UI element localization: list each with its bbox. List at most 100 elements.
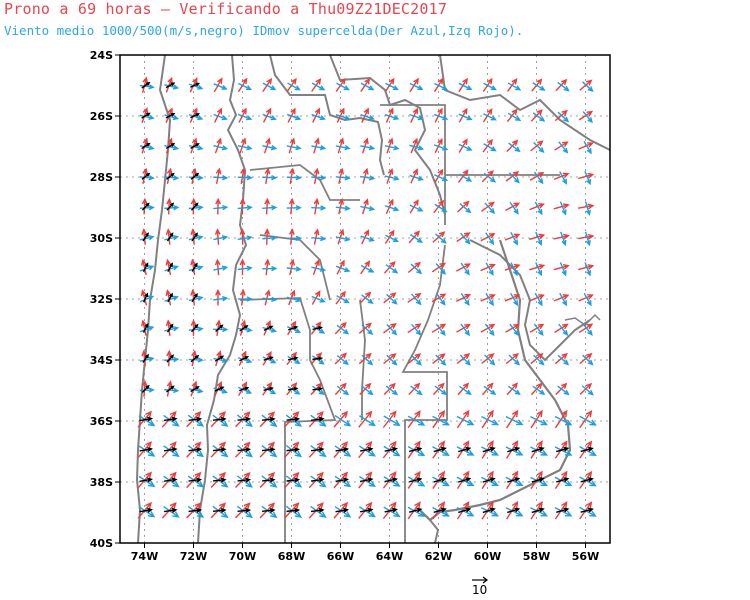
mean-wind-arrow (310, 507, 325, 513)
right-mover-arrow (409, 144, 425, 151)
right-mover-arrow (584, 262, 592, 277)
map-title: Prono a 69 horas – Verificando a Thu09Z2… (4, 0, 448, 18)
right-mover-arrow (432, 506, 450, 517)
mean-wind-arrow (141, 172, 151, 180)
mean-wind-arrow (188, 477, 203, 483)
left-mover-arrow (480, 294, 496, 302)
lat-label: 24S (90, 49, 113, 62)
mean-wind-arrow (335, 507, 350, 513)
right-mover-arrow (434, 203, 448, 213)
right-mover-arrow (335, 113, 351, 121)
right-mover-arrow (360, 235, 375, 242)
mean-wind-arrow (214, 386, 225, 392)
right-mover-arrow (188, 295, 204, 302)
right-mover-arrow (433, 144, 449, 151)
mean-wind-arrow (580, 446, 594, 453)
right-mover-arrow (212, 475, 229, 488)
right-mover-arrow (456, 507, 475, 517)
mean-wind-arrow (261, 507, 276, 513)
right-mover-arrow (460, 293, 470, 307)
left-mover-arrow (289, 167, 295, 185)
right-mover-arrow (262, 386, 277, 395)
right-mover-arrow (410, 385, 423, 396)
left-mover-arrow (554, 323, 569, 333)
right-mover-arrow (383, 476, 401, 487)
mean-wind-arrow (163, 477, 178, 483)
right-mover-arrow (335, 175, 351, 181)
lon-label: 64W (376, 550, 403, 563)
mean-wind-arrow (288, 325, 299, 331)
right-mover-arrow (554, 476, 573, 487)
right-mover-arrow (311, 295, 326, 303)
left-mover-arrow (480, 201, 495, 212)
left-mover-arrow (505, 323, 520, 333)
right-mover-arrow (188, 388, 204, 394)
right-mover-arrow (579, 446, 597, 456)
mean-wind-arrow (335, 447, 350, 452)
right-mover-arrow (409, 174, 424, 181)
right-mover-arrow (335, 144, 351, 151)
right-mover-arrow (237, 296, 253, 302)
right-mover-arrow (310, 475, 327, 488)
right-mover-arrow (484, 202, 496, 215)
right-mover-arrow (285, 475, 303, 488)
left-mover-arrow (166, 197, 173, 215)
lat-label: 34S (90, 354, 113, 367)
right-mover-arrow (384, 175, 400, 181)
mean-wind-arrow (507, 477, 521, 483)
mean-wind-arrow (212, 507, 227, 513)
mean-wind-arrow (409, 477, 423, 483)
right-mover-arrow (164, 295, 179, 302)
right-mover-arrow (237, 357, 253, 364)
right-mover-arrow (410, 263, 423, 275)
wind-vectors (137, 76, 597, 520)
mean-wind-arrow (286, 447, 301, 453)
left-mover-arrow (577, 233, 595, 240)
right-mover-arrow (579, 506, 597, 517)
left-mover-arrow (431, 293, 447, 303)
mean-wind-arrow (188, 416, 203, 422)
paraguay-border (329, 55, 446, 216)
right-mover-arrow (212, 444, 229, 458)
right-mover-arrow (360, 82, 375, 91)
mean-wind-arrow (531, 446, 545, 453)
lon-label: 58W (523, 550, 550, 563)
right-mover-arrow (336, 354, 349, 366)
right-mover-arrow (434, 385, 448, 396)
left-mover-arrow (407, 353, 422, 364)
uruguay-border (469, 239, 591, 362)
left-mover-arrow (553, 203, 570, 210)
right-mover-arrow (534, 201, 543, 216)
right-mover-arrow (560, 231, 567, 247)
left-mover-arrow (140, 319, 147, 336)
right-mover-arrow (505, 507, 524, 517)
right-mover-arrow (164, 114, 180, 121)
mean-wind-arrow (433, 446, 447, 453)
left-mover-arrow (141, 380, 148, 397)
left-mover-arrow (264, 228, 271, 245)
left-mover-arrow (529, 263, 546, 271)
mean-wind-arrow (409, 507, 423, 513)
right-mover-arrow (139, 145, 155, 151)
right-mover-arrow (138, 445, 156, 457)
right-mover-arrow (359, 506, 376, 518)
mean-wind-arrow (286, 507, 301, 513)
right-mover-arrow (432, 476, 450, 487)
right-mover-arrow (236, 414, 253, 427)
lon-label: 56W (572, 550, 599, 563)
right-mover-arrow (385, 385, 399, 396)
right-mover-arrow (505, 416, 524, 426)
mean-wind-arrow (261, 447, 276, 453)
lon-label: 68W (278, 550, 305, 563)
right-mover-arrow (238, 386, 253, 394)
mean-wind-arrow (141, 384, 150, 393)
mean-wind-arrow (163, 416, 178, 422)
left-mover-arrow (165, 289, 172, 306)
left-mover-arrow (338, 198, 345, 215)
mean-wind-arrow (384, 446, 398, 452)
right-mover-arrow (410, 233, 423, 243)
mean-wind-arrow (212, 447, 227, 453)
mean-wind-arrow (163, 507, 178, 513)
mean-wind-arrow (263, 356, 274, 361)
left-mover-arrow (431, 262, 447, 273)
